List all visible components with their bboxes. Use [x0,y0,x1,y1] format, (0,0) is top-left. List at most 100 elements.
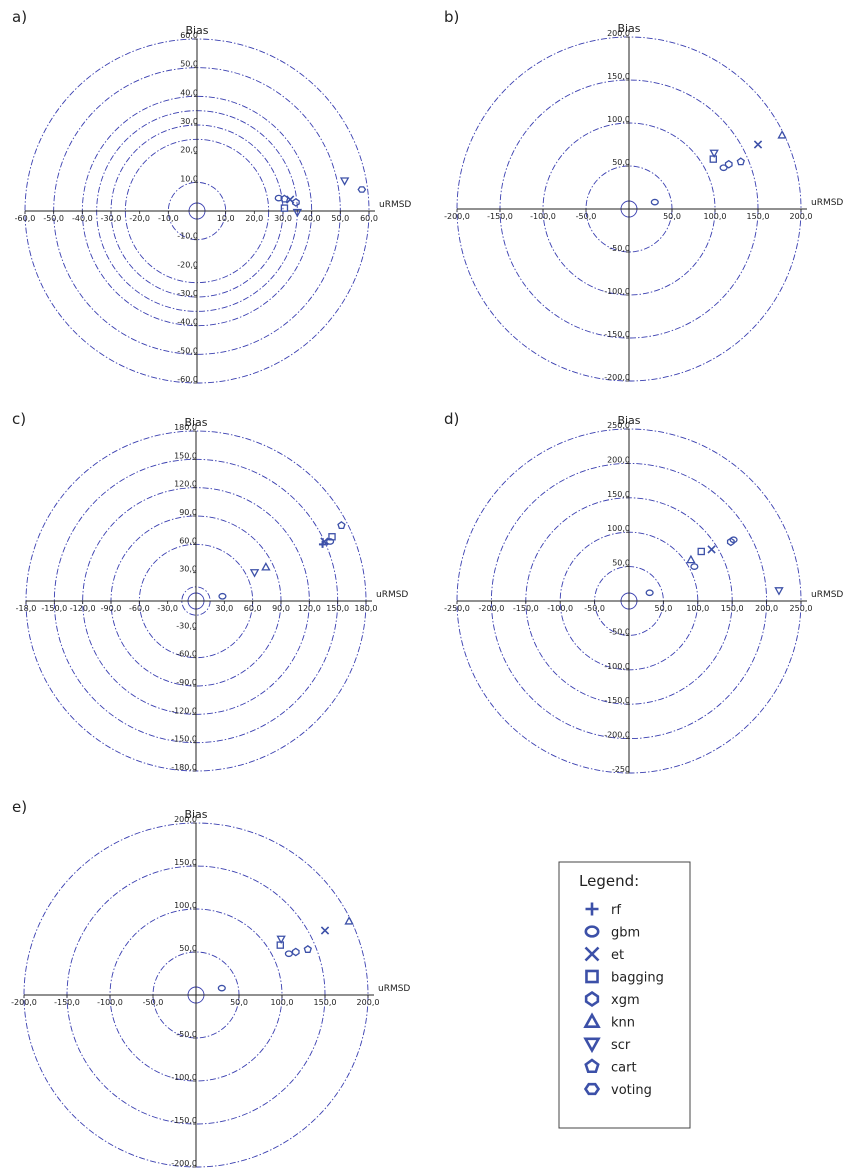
x-tick-label: 100,0 [704,212,727,221]
data-point-gbm [217,984,226,992]
legend-label-voting: voting [611,1083,652,1098]
panel-a: a) -60,0 -50,0 -40,0 -30,0 -20,0 -10,0 10,0 20,0… [12,8,411,384]
y-tick-label: 200,0 [607,29,630,38]
y-tick-label: 60,0 [179,536,197,545]
legend-label-cart: cart [611,1061,637,1076]
data-point-cart [337,521,346,530]
x-tick-label: -100,0 [97,998,123,1007]
panel-c: c)-18,0 -150,0 -120,0 -90,0 -60,0 -30,0 30,0 60… [12,410,408,772]
y-tick-label: 150,0 [174,858,197,867]
y-tick-label: -100,0 [604,287,630,296]
x-tick-label: 150,0 [314,998,337,1007]
x-tick-label: 50,0 [230,998,248,1007]
panel-b: b) -200,0 -150,0 -100,0 -50,0 50,0 100,0 150,0 2… [444,8,843,382]
legend-marker-voting [583,1082,601,1096]
data-point-knn [344,916,354,925]
data-point-gbm [645,589,654,597]
x-axis-title: uRMSD [378,984,410,994]
x-tick-label: -150,0 [513,604,539,613]
data-point-gbm [326,538,335,545]
x-axis-title: uRMSD [376,590,408,600]
x-tick-label: -120,0 [70,604,96,613]
y-tick-label: -100,0 [171,1073,197,1082]
legend-marker-et [584,946,600,962]
y-tick-label: -150,0 [604,330,630,339]
x-tick-label: -100,0 [547,604,573,613]
y-tick-label: 150,0 [607,490,630,499]
legend-title: Legend: [579,872,639,890]
legend-label-xgm: xgm [611,993,640,1008]
y-tick-label: 10,0 [180,174,198,183]
x-tick-label: -20,0 [129,214,150,223]
data-point-scr [276,935,286,945]
x-tick-label: -200,0 [479,604,505,613]
y-tick-label: 150,0 [174,451,197,460]
legend: Legend: rf gbm et bagging xgm knn scr cart voting [558,861,691,1129]
data-point-knn [686,554,696,564]
x-tick-label: -50,0 [143,998,164,1007]
x-tick-label: -10,0 [158,214,179,223]
data-point-gbm [650,198,659,206]
y-tick-label: 50,0 [180,60,198,69]
x-tick-label: -50,0 [576,212,597,221]
y-tick-label: -50,0 [609,627,630,636]
legend-marker-scr [583,1037,601,1054]
y-tick-label: 250,0 [607,421,630,430]
x-tick-label: -30,0 [157,604,178,613]
y-tick-label: -60,0 [177,375,198,384]
data-point-bagging [280,204,289,212]
x-tick-label: -40,0 [72,214,93,223]
x-tick-label: -250,0 [444,604,470,613]
x-tick-label: 20,0 [245,214,263,223]
legend-label-knn: knn [611,1016,635,1031]
legend-label-gbm: gbm [611,926,640,941]
y-tick-label: -50,0 [609,244,630,253]
x-axis-title: uRMSD [811,590,843,600]
legend-label-scr: scr [611,1038,631,1053]
x-tick-label: -150,0 [54,998,80,1007]
y-axis-title: Bias [185,24,208,37]
y-tick-label: 30,0 [179,565,197,574]
y-axis-title: Bias [617,414,640,427]
data-point-gbm [729,536,738,544]
x-tick-label: -60,0 [129,604,150,613]
x-tick-label: 60,0 [360,214,378,223]
y-tick-label: 20,0 [180,146,198,155]
legend-marker-bagging [585,969,599,984]
data-point-knn [777,130,787,139]
data-point-voting [357,186,367,193]
legend-label-bagging: bagging [611,971,664,986]
data-point-et [707,545,716,554]
x-tick-label: 200,0 [755,604,778,613]
x-tick-label: 60,0 [244,604,262,613]
legend-marker-gbm [584,925,600,938]
y-tick-label: 200,0 [607,455,630,464]
x-tick-label: 150,0 [747,212,770,221]
x-tick-label: 50,0 [331,214,349,223]
x-tick-label: -200,0 [11,998,37,1007]
x-tick-label: -30,0 [101,214,122,223]
data-point-knn [261,562,271,571]
x-tick-label: 30,0 [215,604,233,613]
data-point-gbm [274,194,283,202]
data-point-cart [736,157,745,166]
x-tick-label: -50,0 [43,214,64,223]
y-tick-label: 50,0 [612,158,630,167]
y-tick-label: -10,0 [177,232,198,241]
y-tick-label: -50,0 [176,1030,197,1039]
data-point-et [320,537,329,546]
y-tick-label: 120,0 [174,480,197,489]
data-point-gbm [218,592,227,600]
x-tick-label: 90,0 [272,604,290,613]
legend-marker-cart [584,1058,600,1074]
y-tick-label: -90,0 [176,678,197,687]
x-tick-label: 100,0 [271,998,294,1007]
x-tick-label: -90,0 [101,604,122,613]
y-tick-label: -30,0 [176,621,197,630]
legend-label-et: et [611,948,624,963]
x-tick-label: -100,0 [530,212,556,221]
y-axis-title: Bias [184,808,207,821]
x-tick-label: 50,0 [654,604,672,613]
y-tick-label: -100,0 [604,662,630,671]
y-tick-label: 30,0 [180,117,198,126]
